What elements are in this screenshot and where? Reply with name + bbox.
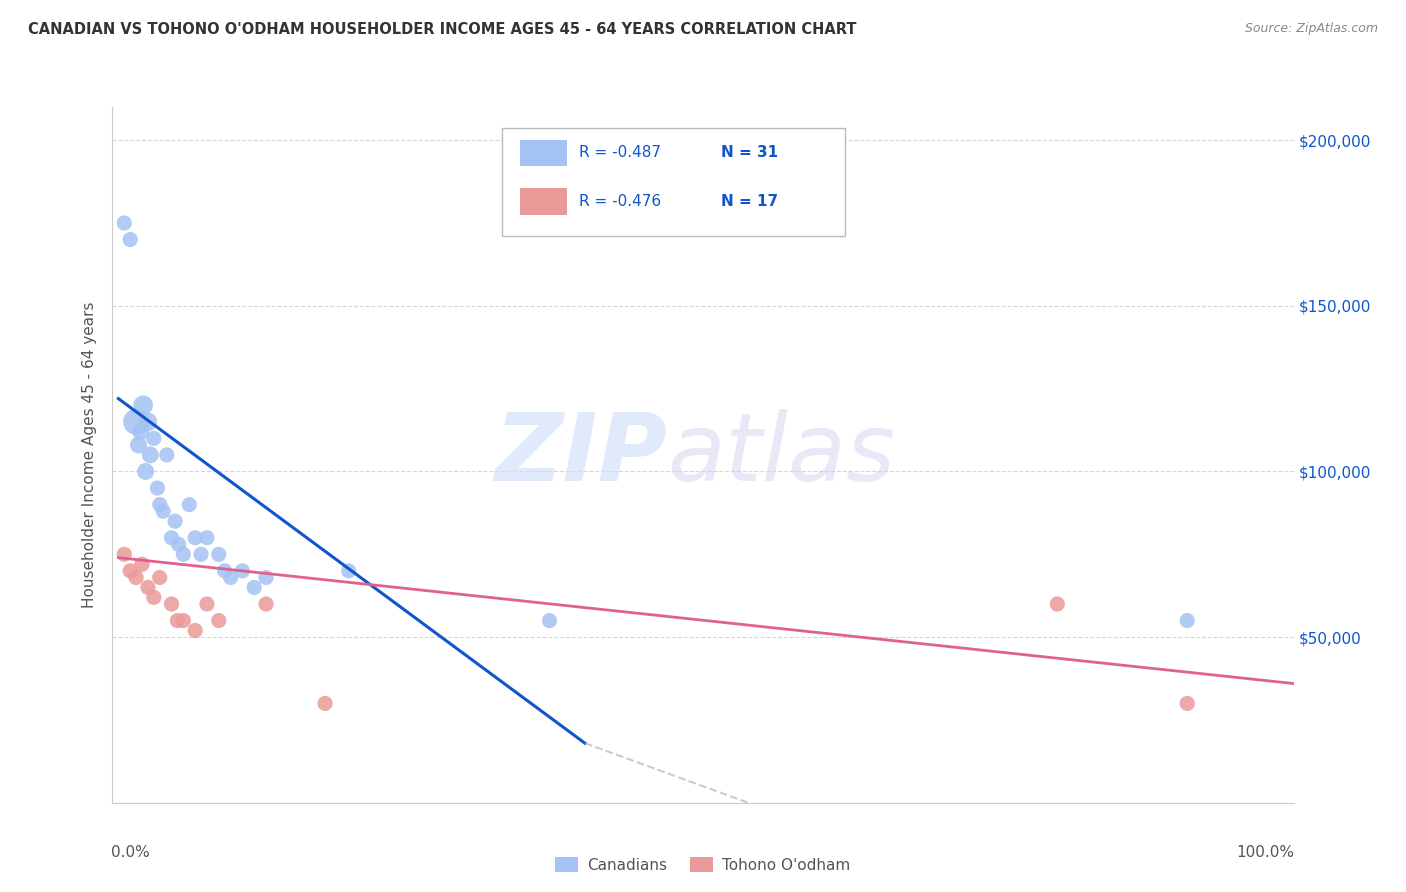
Point xyxy=(160,597,183,611)
Point xyxy=(208,547,231,561)
Point xyxy=(1175,614,1198,628)
Point xyxy=(120,233,142,247)
Bar xyxy=(520,140,567,166)
Point xyxy=(219,570,242,584)
Point xyxy=(208,614,231,628)
Point xyxy=(149,570,172,584)
Point xyxy=(231,564,253,578)
Point xyxy=(152,504,174,518)
Point xyxy=(538,614,561,628)
Text: N = 31: N = 31 xyxy=(721,145,778,161)
Point xyxy=(139,448,162,462)
Point xyxy=(1046,597,1069,611)
Point xyxy=(112,216,135,230)
Point xyxy=(165,514,187,528)
Point xyxy=(135,465,157,479)
Point xyxy=(156,448,179,462)
Text: atlas: atlas xyxy=(668,409,896,500)
Point xyxy=(254,597,277,611)
Point xyxy=(172,547,194,561)
Text: Source: ZipAtlas.com: Source: ZipAtlas.com xyxy=(1244,22,1378,36)
Point xyxy=(112,547,135,561)
Text: CANADIAN VS TOHONO O'ODHAM HOUSEHOLDER INCOME AGES 45 - 64 YEARS CORRELATION CHA: CANADIAN VS TOHONO O'ODHAM HOUSEHOLDER I… xyxy=(28,22,856,37)
Legend: Canadians, Tohono O'odham: Canadians, Tohono O'odham xyxy=(550,850,856,879)
Point xyxy=(190,547,212,561)
Text: 100.0%: 100.0% xyxy=(1237,845,1295,860)
Point xyxy=(142,431,165,445)
Point xyxy=(254,570,277,584)
Y-axis label: Householder Income Ages 45 - 64 years: Householder Income Ages 45 - 64 years xyxy=(82,301,97,608)
Text: N = 17: N = 17 xyxy=(721,194,778,209)
Point xyxy=(146,481,169,495)
Point xyxy=(142,591,165,605)
Text: R = -0.476: R = -0.476 xyxy=(579,194,661,209)
Point xyxy=(184,531,207,545)
Point xyxy=(125,415,148,429)
Point xyxy=(131,558,153,572)
Point xyxy=(195,531,218,545)
Bar xyxy=(520,188,567,215)
Text: ZIP: ZIP xyxy=(495,409,668,501)
Point xyxy=(129,425,152,439)
Point xyxy=(166,614,188,628)
Point xyxy=(120,564,142,578)
Point xyxy=(136,581,159,595)
Point xyxy=(195,597,218,611)
Text: 0.0%: 0.0% xyxy=(111,845,150,860)
Text: R = -0.487: R = -0.487 xyxy=(579,145,661,161)
Point xyxy=(214,564,236,578)
Point xyxy=(243,581,266,595)
Point xyxy=(179,498,201,512)
Point xyxy=(167,537,190,551)
Point xyxy=(337,564,360,578)
Point xyxy=(149,498,172,512)
Point xyxy=(127,438,149,452)
Point xyxy=(125,570,148,584)
Point xyxy=(1175,697,1198,711)
Point xyxy=(314,697,336,711)
Point xyxy=(136,415,159,429)
Point xyxy=(160,531,183,545)
FancyBboxPatch shape xyxy=(502,128,845,235)
Point xyxy=(132,398,155,412)
Point xyxy=(172,614,194,628)
Point xyxy=(184,624,207,638)
